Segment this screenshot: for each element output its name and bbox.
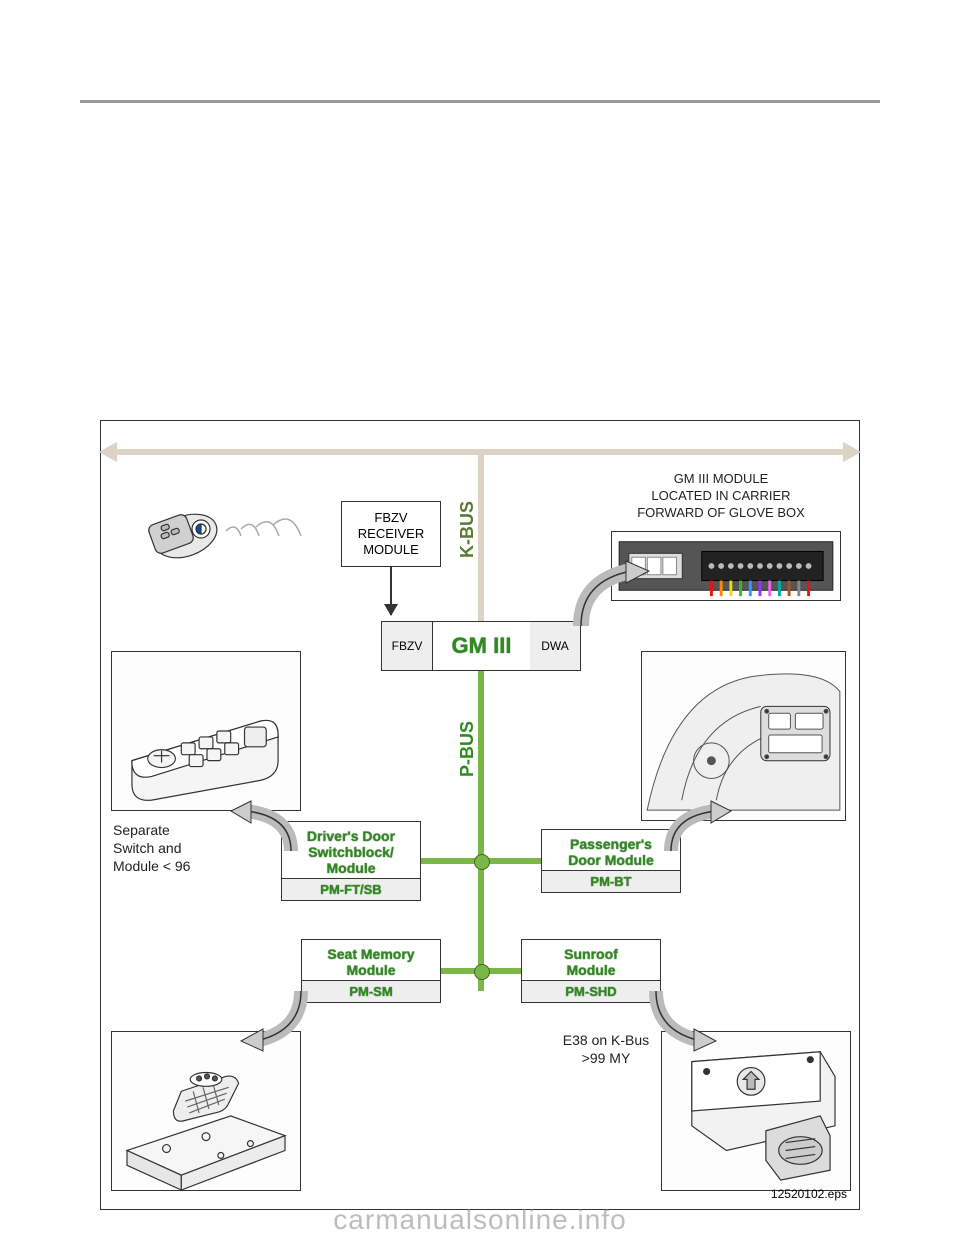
pm-sm-title: Seat MemoryModule <box>302 940 440 980</box>
pm-bt-sub: PM-BT <box>542 870 680 892</box>
switch-note: SeparateSwitch andModule < 96 <box>113 821 223 876</box>
arrow-down-icon <box>390 567 392 615</box>
sunroof-module-illustration <box>661 1031 851 1191</box>
pm-ft-box: Driver's DoorSwitchblock/Module PM-FT/SB <box>281 821 421 901</box>
gm-mid-label: GM III <box>433 622 530 670</box>
seat-memory-illustration <box>111 1031 301 1191</box>
pm-bt-box: Passenger'sDoor Module PM-BT <box>541 829 681 893</box>
fbzv-receiver-box: FBZVRECEIVERMODULE <box>341 501 441 567</box>
header-rule <box>80 100 880 103</box>
pm-bt-title: Passenger'sDoor Module <box>542 830 680 870</box>
switchblock-illustration <box>111 651 301 811</box>
pmbt-illustration <box>641 651 846 821</box>
pm-sm-sub: PM-SM <box>302 980 440 1002</box>
gm-box: FBZV GM III DWA <box>381 621 581 671</box>
bus-node <box>474 854 490 870</box>
bus-node <box>474 964 490 980</box>
pm-ft-title: Driver's DoorSwitchblock/Module <box>282 822 420 878</box>
watermark: carmanualsonline.info <box>0 1204 960 1236</box>
pm-ft-sub: PM-FT/SB <box>282 878 420 900</box>
pbus-label: P-BUS <box>457 721 478 777</box>
gm-right-label: DWA <box>530 622 580 670</box>
kbus-label: K-BUS <box>457 501 478 558</box>
diagram-frame: K-BUS P-BUS FBZVRECEIVERMODULE FBZV GM I… <box>100 420 860 1210</box>
pm-shd-title: SunroofModule <box>522 940 660 980</box>
sunroof-note: E38 on K-Bus>99 MY <box>536 1031 676 1067</box>
pm-sm-box: Seat MemoryModule PM-SM <box>301 939 441 1003</box>
gm-module-illustration <box>611 531 841 601</box>
gm-left-label: FBZV <box>382 622 433 670</box>
pbus-vertical <box>478 671 484 991</box>
gm-note: GM III MODULELOCATED IN CARRIERFORWARD O… <box>611 471 831 522</box>
pm-shd-sub: PM-SHD <box>522 980 660 1002</box>
fbzv-receiver-label: FBZVRECEIVERMODULE <box>358 510 424 559</box>
page: K-BUS P-BUS FBZVRECEIVERMODULE FBZV GM I… <box>0 0 960 1242</box>
keyfob-illustration <box>141 481 321 581</box>
kbus-vertical <box>478 449 484 639</box>
pm-shd-box: SunroofModule PM-SHD <box>521 939 661 1003</box>
figure-caption: 12520102.eps <box>771 1187 847 1201</box>
